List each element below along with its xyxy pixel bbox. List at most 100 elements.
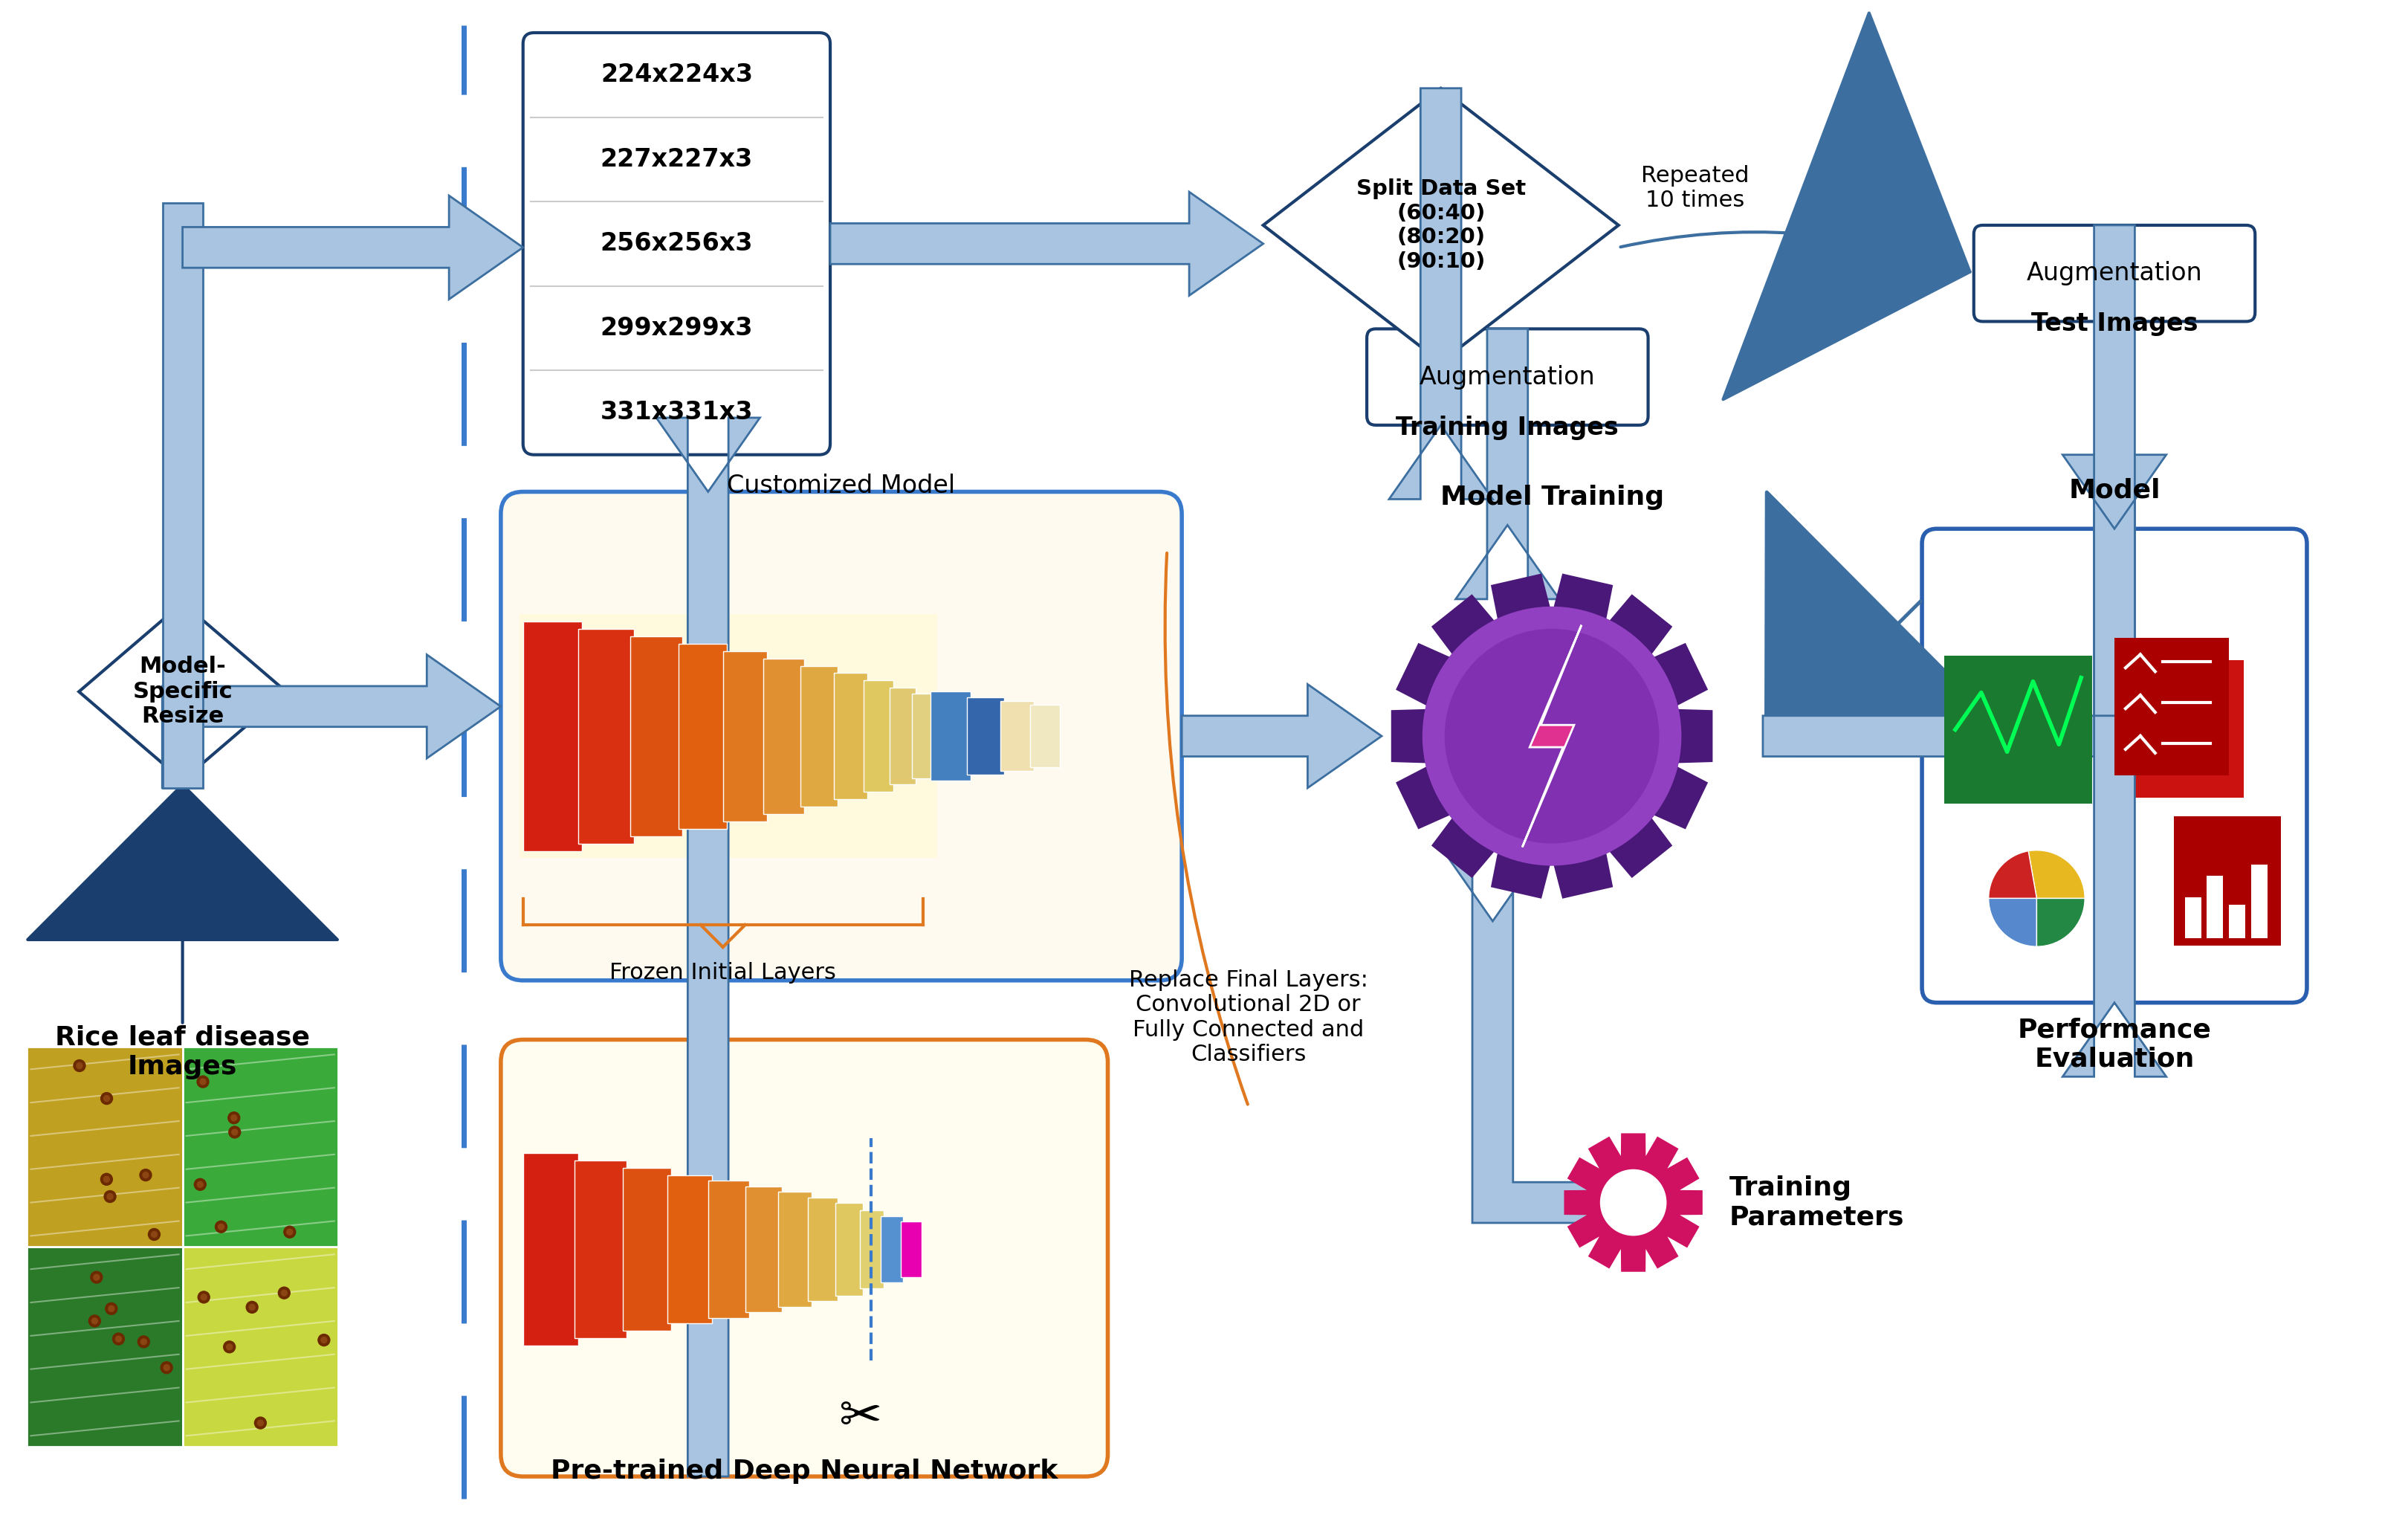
Wedge shape: [2028, 850, 2085, 898]
Circle shape: [89, 1315, 101, 1327]
Circle shape: [75, 1059, 84, 1071]
Circle shape: [226, 1344, 231, 1350]
Polygon shape: [2061, 226, 2165, 1076]
Polygon shape: [1563, 1134, 1702, 1273]
Circle shape: [149, 1228, 159, 1241]
Bar: [799, 666, 838, 806]
Bar: [578, 629, 633, 843]
Polygon shape: [183, 195, 523, 299]
Bar: [999, 701, 1033, 771]
Text: 224x224x3: 224x224x3: [600, 62, 754, 87]
Circle shape: [104, 1177, 108, 1183]
Circle shape: [140, 1169, 152, 1181]
Circle shape: [152, 1231, 157, 1237]
Text: Test Images: Test Images: [2030, 312, 2196, 337]
Circle shape: [104, 1190, 116, 1202]
Polygon shape: [161, 655, 501, 788]
FancyBboxPatch shape: [501, 1039, 1108, 1477]
Text: Model Training: Model Training: [1440, 485, 1664, 511]
Bar: [667, 1175, 710, 1323]
Bar: [631, 636, 681, 837]
Bar: [2172, 817, 2280, 946]
Circle shape: [116, 1337, 120, 1343]
Circle shape: [104, 1096, 111, 1102]
Circle shape: [318, 1334, 330, 1346]
Polygon shape: [1454, 329, 1558, 599]
Circle shape: [214, 1221, 226, 1233]
Circle shape: [92, 1318, 99, 1324]
Circle shape: [282, 1289, 287, 1295]
Bar: [862, 681, 893, 791]
Circle shape: [231, 1129, 238, 1135]
Bar: [624, 1167, 672, 1330]
Polygon shape: [1440, 847, 1611, 1222]
Bar: [889, 687, 915, 785]
Bar: [183, 1047, 337, 1247]
Text: 256x256x3: 256x256x3: [600, 232, 754, 256]
Polygon shape: [79, 604, 287, 780]
Bar: [708, 1181, 749, 1318]
Circle shape: [231, 1116, 236, 1120]
Circle shape: [197, 1181, 202, 1187]
Bar: [910, 693, 934, 779]
Bar: [807, 1198, 838, 1301]
FancyBboxPatch shape: [1922, 529, 2307, 1003]
Polygon shape: [1182, 684, 1382, 788]
Circle shape: [287, 1228, 291, 1234]
Circle shape: [195, 1178, 207, 1190]
Circle shape: [101, 1093, 113, 1105]
Circle shape: [229, 1113, 241, 1123]
Circle shape: [77, 1062, 82, 1068]
Bar: [2114, 639, 2227, 776]
Polygon shape: [655, 418, 759, 1477]
Circle shape: [258, 1420, 262, 1426]
Wedge shape: [2037, 898, 2085, 946]
Bar: [833, 674, 867, 799]
Polygon shape: [161, 203, 202, 788]
Circle shape: [161, 1362, 173, 1373]
Circle shape: [320, 1337, 327, 1343]
Bar: [968, 696, 1004, 776]
Polygon shape: [1389, 88, 1493, 500]
Circle shape: [137, 1337, 149, 1347]
Bar: [778, 1192, 811, 1306]
Bar: [576, 1160, 626, 1338]
Circle shape: [284, 1227, 296, 1237]
Bar: [836, 1202, 862, 1295]
Circle shape: [106, 1303, 118, 1315]
FancyBboxPatch shape: [523, 32, 831, 454]
Text: Pre-trained Deep Neural Network: Pre-trained Deep Neural Network: [551, 1458, 1057, 1484]
Circle shape: [224, 1341, 236, 1353]
Text: 227x227x3: 227x227x3: [600, 146, 754, 172]
Bar: [26, 1247, 183, 1446]
Bar: [1943, 655, 2093, 803]
Bar: [2184, 898, 2201, 939]
Polygon shape: [1522, 625, 1582, 847]
Circle shape: [248, 1305, 255, 1311]
Bar: [929, 692, 970, 780]
Circle shape: [94, 1274, 99, 1280]
Text: Rice leaf disease
Images: Rice leaf disease Images: [55, 1024, 311, 1079]
Text: Model: Model: [2068, 477, 2160, 503]
Text: Training Images: Training Images: [1397, 416, 1618, 440]
Circle shape: [113, 1334, 125, 1344]
Circle shape: [229, 1126, 241, 1138]
Circle shape: [255, 1417, 267, 1430]
Polygon shape: [1763, 454, 2165, 756]
Circle shape: [92, 1271, 104, 1283]
Text: 331x331x3: 331x331x3: [600, 401, 754, 425]
Circle shape: [1421, 607, 1681, 866]
Circle shape: [164, 1364, 169, 1370]
Wedge shape: [1989, 898, 2037, 946]
Bar: [523, 1154, 578, 1346]
Bar: [520, 614, 937, 858]
Wedge shape: [1989, 850, 2037, 898]
FancyBboxPatch shape: [501, 492, 1182, 980]
Circle shape: [200, 1079, 205, 1085]
Polygon shape: [1392, 573, 1712, 899]
Bar: [722, 651, 768, 821]
Bar: [2227, 905, 2244, 939]
Bar: [183, 1247, 337, 1446]
Circle shape: [246, 1301, 258, 1314]
Bar: [881, 1216, 903, 1283]
